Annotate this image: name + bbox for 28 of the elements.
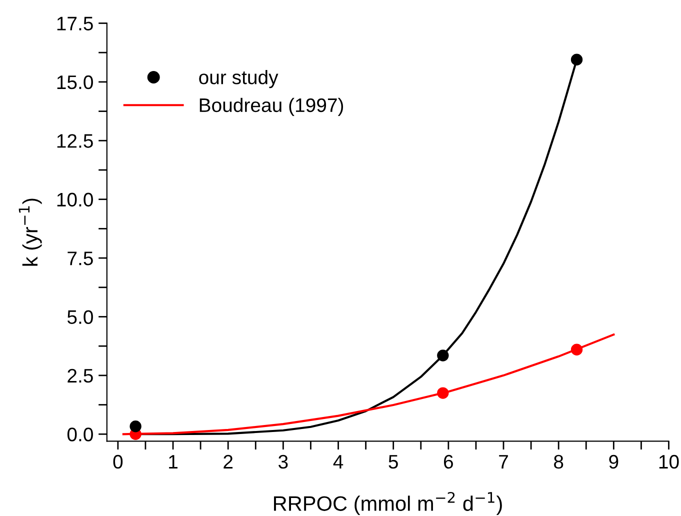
x-tick-label: 0: [113, 454, 123, 469]
y-tick-label: 5.0: [67, 310, 93, 324]
x-axis-title: RRPOC (mmol m$^{−2}$ d$^{−1}$): [274, 492, 502, 516]
x-tick-label: 2: [224, 454, 233, 468]
y-tick-label: 12.5: [57, 134, 93, 148]
y-tick-label: 0.0: [67, 428, 93, 442]
y-tick-label: 17.5: [57, 16, 93, 30]
point: [130, 420, 142, 432]
x-tick-label: 8: [554, 454, 564, 469]
y-tick-label: 10.0: [57, 192, 93, 207]
x-tick-label: 4: [333, 455, 344, 468]
point: [570, 54, 583, 66]
y-axis-title: k (yr$^{−1}$): [18, 198, 42, 266]
x-tick-label: 10: [659, 454, 679, 469]
legend-label: Boudreau (1997): [200, 98, 344, 116]
point: [437, 350, 449, 362]
x-tick-label: 5: [388, 455, 398, 469]
legend-label: our study: [199, 70, 278, 88]
x-tick-label: 9: [609, 454, 618, 469]
point: [437, 387, 449, 399]
point: [570, 344, 583, 356]
x-tick-label: 1: [169, 455, 178, 468]
y-tick-label: 2.5: [68, 368, 93, 383]
y-tick-label: 15.0: [57, 75, 93, 90]
x-tick-label: 6: [444, 454, 453, 469]
x-tick-label: 3: [278, 454, 288, 469]
y-tick-label: 7.5: [68, 252, 93, 266]
x-tick-label: 7: [499, 455, 508, 468]
